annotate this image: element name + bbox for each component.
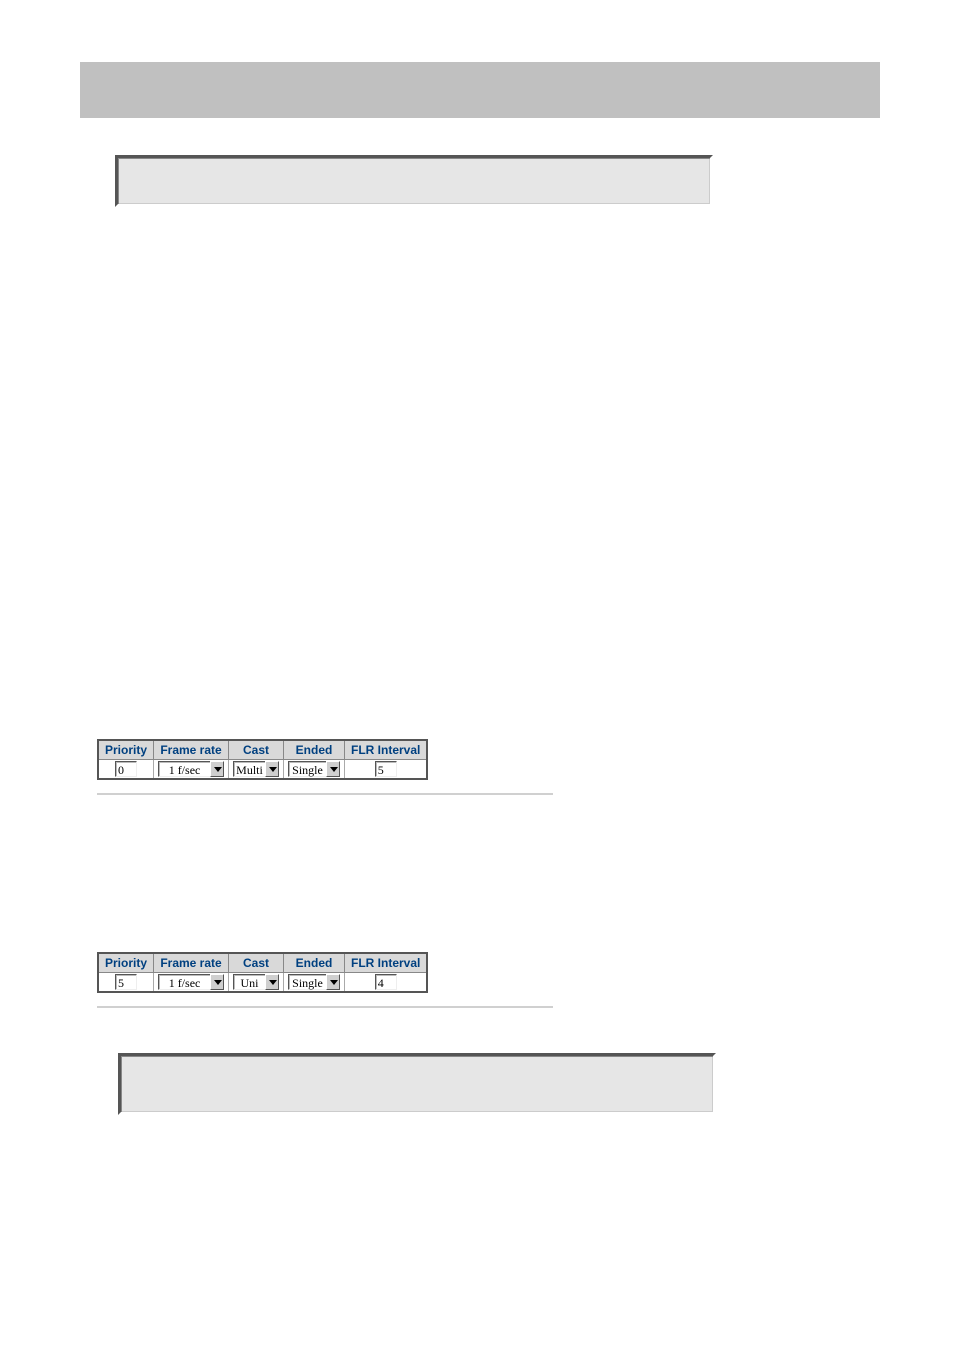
table-row: 5 1 f/sec Uni Single 4 bbox=[98, 973, 427, 993]
col-frame-rate: Frame rate bbox=[154, 953, 229, 973]
col-ended: Ended bbox=[284, 953, 345, 973]
ended-select[interactable]: Single bbox=[288, 974, 340, 990]
chevron-down-icon bbox=[265, 761, 279, 777]
chevron-down-icon bbox=[265, 974, 279, 990]
frame-rate-value: 1 f/sec bbox=[158, 974, 210, 990]
col-flr-interval: FLR Interval bbox=[345, 953, 428, 973]
frame-rate-select[interactable]: 1 f/sec bbox=[158, 761, 224, 777]
cast-value: Uni bbox=[233, 974, 265, 990]
table-footer-rule bbox=[97, 1006, 553, 1008]
table-header-row: Priority Frame rate Cast Ended FLR Inter… bbox=[98, 953, 427, 973]
col-cast: Cast bbox=[229, 953, 284, 973]
col-priority: Priority bbox=[98, 740, 154, 760]
table-footer-rule bbox=[97, 793, 553, 795]
table-header-row: Priority Frame rate Cast Ended FLR Inter… bbox=[98, 740, 427, 760]
cast-value: Multi bbox=[233, 761, 265, 777]
chevron-down-icon bbox=[210, 761, 224, 777]
top-grey-bar bbox=[80, 62, 880, 118]
priority-input[interactable]: 5 bbox=[115, 974, 137, 990]
col-flr-interval: FLR Interval bbox=[345, 740, 428, 760]
col-cast: Cast bbox=[229, 740, 284, 760]
chevron-down-icon bbox=[326, 974, 340, 990]
ended-select[interactable]: Single bbox=[288, 761, 340, 777]
callout-box-lower bbox=[118, 1053, 716, 1115]
ended-value: Single bbox=[288, 761, 326, 777]
flr-interval-input[interactable]: 4 bbox=[375, 974, 397, 990]
ended-value: Single bbox=[288, 974, 326, 990]
table-row: 0 1 f/sec Multi Single 5 bbox=[98, 760, 427, 780]
col-ended: Ended bbox=[284, 740, 345, 760]
settings-table-1: Priority Frame rate Cast Ended FLR Inter… bbox=[97, 739, 428, 780]
cast-select[interactable]: Multi bbox=[233, 761, 279, 777]
settings-table-2: Priority Frame rate Cast Ended FLR Inter… bbox=[97, 952, 428, 993]
cast-select[interactable]: Uni bbox=[233, 974, 279, 990]
priority-input[interactable]: 0 bbox=[115, 761, 137, 777]
flr-interval-input[interactable]: 5 bbox=[375, 761, 397, 777]
chevron-down-icon bbox=[326, 761, 340, 777]
chevron-down-icon bbox=[210, 974, 224, 990]
frame-rate-select[interactable]: 1 f/sec bbox=[158, 974, 224, 990]
col-priority: Priority bbox=[98, 953, 154, 973]
col-frame-rate: Frame rate bbox=[154, 740, 229, 760]
callout-box-upper bbox=[115, 155, 713, 207]
frame-rate-value: 1 f/sec bbox=[158, 761, 210, 777]
